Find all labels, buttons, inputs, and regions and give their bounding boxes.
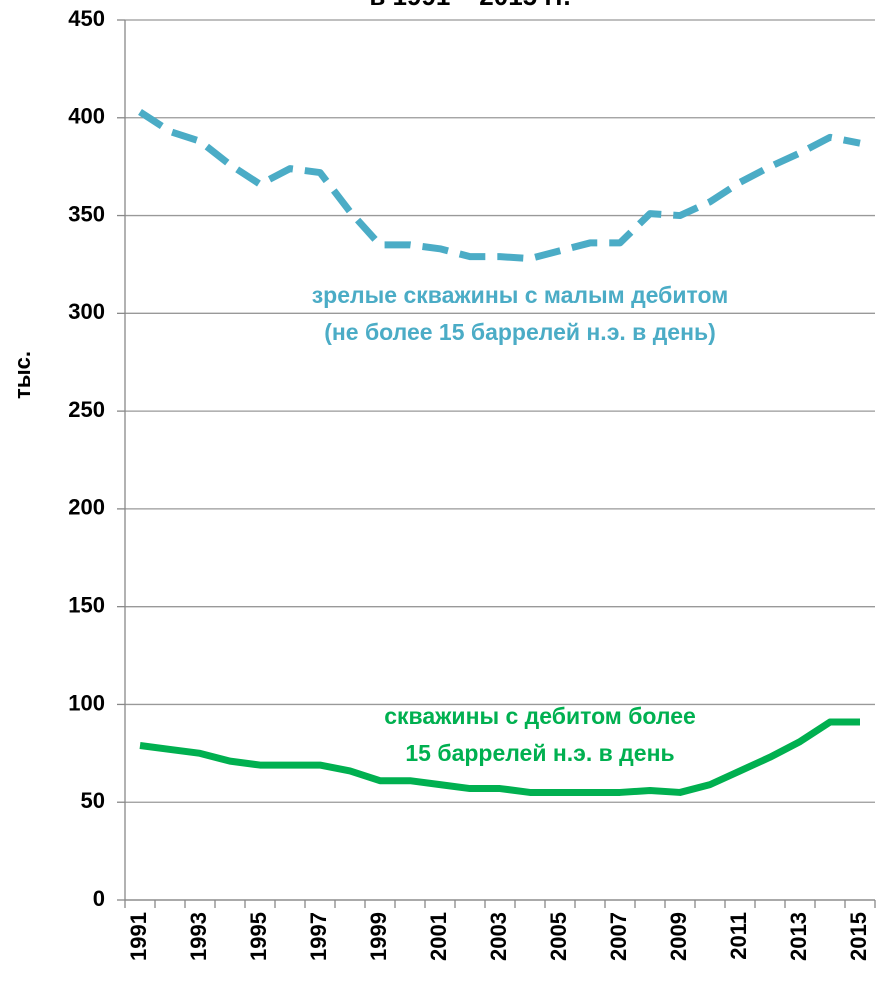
y-tick-label: 250 [68, 397, 105, 422]
x-tick-label: 2007 [606, 912, 631, 961]
x-tick-label: 2003 [486, 912, 511, 961]
y-tick-label: 300 [68, 299, 105, 324]
y-tick-label: 150 [68, 592, 105, 617]
x-tick-label: 2013 [786, 912, 811, 961]
series-line [138, 108, 861, 263]
y-tick-label: 100 [68, 690, 105, 715]
x-tick-label: 2005 [546, 912, 571, 961]
x-tick-label: 1995 [246, 912, 271, 961]
y-tick-label: 50 [81, 788, 105, 813]
y-tick-label: 0 [93, 886, 105, 911]
x-tick-label: 1997 [306, 912, 331, 961]
y-axis-label: тыс. [10, 351, 35, 399]
y-tick-label: 400 [68, 104, 105, 129]
annotation: 15 баррелей н.э. в день [405, 740, 674, 766]
x-tick-label: 1991 [126, 912, 151, 961]
chart-title: в 1991 – 2015 гг. [369, 0, 570, 11]
annotation: зрелые скважины с малым дебитом [312, 282, 729, 308]
y-tick-label: 350 [68, 201, 105, 226]
x-tick-label: 1993 [186, 912, 211, 961]
x-tick-label: 2015 [846, 912, 871, 961]
y-tick-label: 450 [68, 6, 105, 31]
x-tick-label: 2011 [726, 912, 751, 960]
x-tick-label: 2009 [666, 912, 691, 961]
series-line [139, 718, 860, 796]
annotation: (не более 15 баррелей н.э. в день) [324, 319, 716, 345]
x-tick-label: 1999 [366, 912, 391, 961]
x-tick-label: 2001 [426, 912, 451, 961]
annotation: скважины с дебитом более [384, 703, 696, 729]
y-tick-label: 200 [68, 495, 105, 520]
